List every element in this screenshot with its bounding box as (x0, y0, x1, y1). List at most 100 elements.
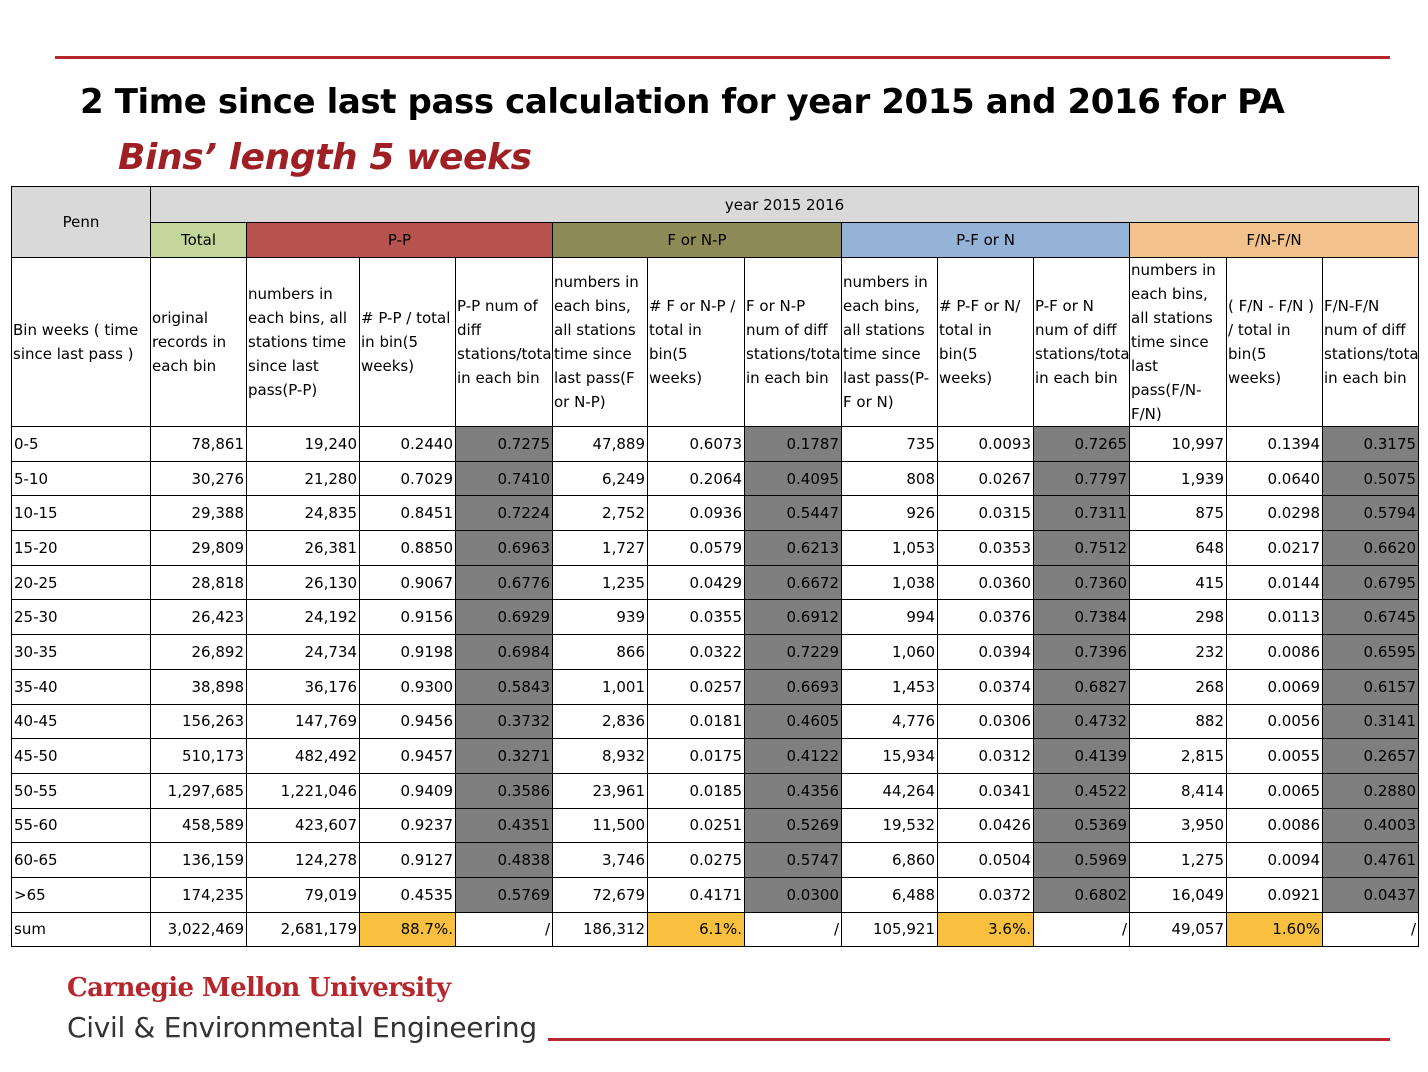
table-cell: 0.5969 (1033, 842, 1130, 878)
table-cell: 0.7512 (1033, 530, 1130, 566)
table-cell: 0.4351 (455, 807, 553, 844)
table-cell: 0.0298 (1226, 495, 1323, 532)
top-divider (55, 56, 1390, 59)
table-cell: 1,038 (841, 564, 938, 601)
table-cell: 0.0341 (937, 772, 1034, 809)
table-cell: 0.6073 (647, 426, 745, 462)
bin-label: >65 (11, 876, 151, 913)
table-cell: 79,019 (246, 876, 360, 913)
sum-cell: 186,312 (552, 911, 648, 948)
table-cell: 0.6595 (1321, 634, 1420, 670)
sum-percent-cell: 3.6%. (937, 911, 1034, 948)
table-cell: 26,381 (246, 530, 360, 566)
table-cell: 0.4171 (647, 876, 745, 913)
table-cell: 0.9457 (359, 738, 456, 774)
table-cell: 0.0306 (937, 703, 1034, 740)
table-cell: 0.0504 (937, 842, 1034, 878)
table-cell: 0.7396 (1033, 634, 1130, 670)
table-cell: 0.2880 (1321, 772, 1420, 809)
table-cell: 0.0181 (647, 703, 745, 740)
column-header: ( F/N - F/N ) / total in bin(5 weeks) (1226, 257, 1323, 427)
table-cell: 2,836 (552, 703, 648, 740)
table-cell: 0.0374 (937, 668, 1034, 705)
table-row: >65 174,235 79,019 0.4535 0.5769 72,679 0.4171… (11, 876, 1420, 913)
table-cell: 19,532 (841, 807, 938, 844)
sum-label: sum (11, 911, 151, 948)
table-cell: 0.4605 (744, 703, 842, 740)
group-header-total: Total (150, 222, 247, 258)
table-cell: 0.0312 (937, 738, 1034, 774)
bin-label: 35-40 (11, 668, 151, 705)
table-row: 10-15 29,388 24,835 0.8451 0.7224 2,752 0.0936… (11, 495, 1420, 532)
sum-cell: / (1321, 911, 1420, 948)
table-cell: 0.0353 (937, 530, 1034, 566)
department-name: Civil & Environmental Engineering (67, 1011, 537, 1044)
table-cell: 0.6795 (1321, 564, 1420, 601)
bin-label: 50-55 (11, 772, 151, 809)
table-row: 35-40 38,898 36,176 0.9300 0.5843 1,001 0.0257… (11, 668, 1420, 705)
table-cell: 808 (841, 460, 938, 497)
table-row: 40-45 156,263 147,769 0.9456 0.3732 2,836 0.01… (11, 703, 1420, 740)
table-cell: 875 (1129, 495, 1227, 532)
group-header-fnfn: F/N-F/N (1128, 222, 1420, 258)
table-cell: 136,159 (150, 842, 247, 878)
table-cell: 0.5369 (1033, 807, 1130, 844)
sum-cell: / (744, 911, 842, 948)
table-cell: 0.6213 (744, 530, 842, 566)
table-cell: 0.0315 (937, 495, 1034, 532)
table-cell: 0.3271 (455, 738, 553, 774)
table-cell: 0.9237 (359, 807, 456, 844)
table-cell: 648 (1129, 530, 1227, 566)
column-header: # P-F or N/ total in bin(5 weeks) (937, 257, 1034, 427)
table-cell: 0.7410 (455, 460, 553, 497)
column-header: numbers in each bins, all stations time … (841, 257, 938, 427)
table-cell: 47,889 (552, 426, 648, 462)
table-cell: 0.4356 (744, 772, 842, 809)
table-cell: 44,264 (841, 772, 938, 809)
column-header: # P-P / total in bin(5 weeks) (359, 257, 456, 427)
column-header: F or N-P num of diff stations/total in e… (744, 257, 842, 427)
table-cell: 0.9156 (359, 599, 456, 636)
bottom-divider (548, 1038, 1390, 1041)
table-cell: 0.0056 (1226, 703, 1323, 740)
table-cell: 0.0426 (937, 807, 1034, 844)
table-cell: 1,275 (1129, 842, 1227, 878)
table-cell: 0.3141 (1321, 703, 1420, 740)
table-cell: 0.7229 (744, 634, 842, 670)
table-cell: 0.0936 (647, 495, 745, 532)
table-cell: 0.4139 (1033, 738, 1130, 774)
table-cell: 0.6620 (1321, 530, 1420, 566)
table-cell: 0.8451 (359, 495, 456, 532)
table-cell: 0.2657 (1321, 738, 1420, 774)
table-cell: 0.4122 (744, 738, 842, 774)
bin-label: 45-50 (11, 738, 151, 774)
table-cell: 0.0267 (937, 460, 1034, 497)
table-cell: 0.9300 (359, 668, 456, 705)
year-header: year 2015 2016 (149, 186, 1420, 223)
table-cell: 0.9067 (359, 564, 456, 601)
column-header: numbers in each bins, all stations time … (1129, 257, 1227, 427)
table-cell: 78,861 (150, 426, 247, 462)
table-cell: 1,235 (552, 564, 648, 601)
table-cell: 36,176 (246, 668, 360, 705)
table-cell: 26,892 (150, 634, 247, 670)
table-cell: 24,192 (246, 599, 360, 636)
table-cell: 268 (1129, 668, 1227, 705)
table-row: 45-50 510,173 482,492 0.9457 0.3271 8,932 0.01… (11, 738, 1420, 774)
table-cell: 29,809 (150, 530, 247, 566)
table-cell: 0.0429 (647, 564, 745, 601)
table-row: 15-20 29,809 26,381 0.8850 0.6963 1,727 0.0579… (11, 530, 1420, 566)
table-cell: 23,961 (552, 772, 648, 809)
group-header-fnp: F or N-P (552, 222, 842, 258)
table-cell: 0.0175 (647, 738, 745, 774)
table-cell: 0.0086 (1226, 807, 1323, 844)
table-cell: 0.0322 (647, 634, 745, 670)
table-cell: 0.0921 (1226, 876, 1323, 913)
corner-header: Penn (11, 186, 151, 258)
table-cell: 735 (841, 426, 938, 462)
table-cell: 0.7265 (1033, 426, 1130, 462)
table-cell: 0.0394 (937, 634, 1034, 670)
bin-label: 0-5 (11, 426, 151, 462)
table-cell: 38,898 (150, 668, 247, 705)
table-cell: 1,060 (841, 634, 938, 670)
